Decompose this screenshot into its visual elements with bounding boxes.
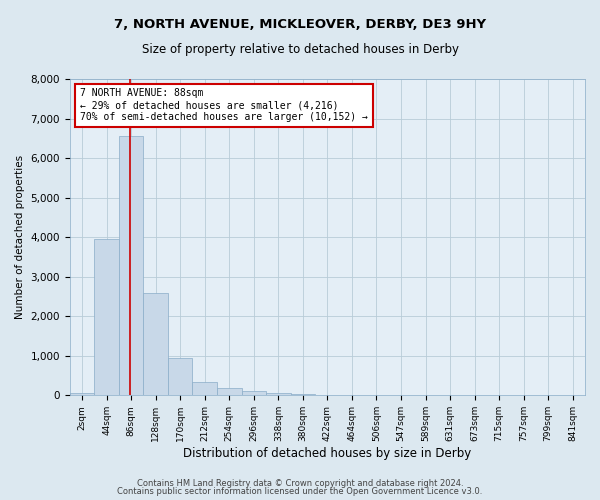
Y-axis label: Number of detached properties: Number of detached properties bbox=[15, 155, 25, 319]
Bar bbox=[119, 136, 143, 396]
Text: 7, NORTH AVENUE, MICKLEOVER, DERBY, DE3 9HY: 7, NORTH AVENUE, MICKLEOVER, DERBY, DE3 … bbox=[114, 18, 486, 30]
Bar bbox=[242, 392, 266, 396]
Bar bbox=[217, 388, 242, 396]
Bar bbox=[315, 395, 340, 396]
Text: Size of property relative to detached houses in Derby: Size of property relative to detached ho… bbox=[142, 42, 458, 56]
Bar bbox=[94, 239, 119, 396]
Bar bbox=[168, 358, 193, 396]
Bar bbox=[266, 393, 290, 396]
X-axis label: Distribution of detached houses by size in Derby: Distribution of detached houses by size … bbox=[183, 447, 472, 460]
Bar bbox=[143, 292, 168, 396]
Text: Contains HM Land Registry data © Crown copyright and database right 2024.: Contains HM Land Registry data © Crown c… bbox=[137, 478, 463, 488]
Bar bbox=[70, 394, 94, 396]
Bar bbox=[290, 394, 315, 396]
Text: 7 NORTH AVENUE: 88sqm
← 29% of detached houses are smaller (4,216)
70% of semi-d: 7 NORTH AVENUE: 88sqm ← 29% of detached … bbox=[80, 88, 368, 122]
Text: Contains public sector information licensed under the Open Government Licence v3: Contains public sector information licen… bbox=[118, 487, 482, 496]
Bar bbox=[193, 382, 217, 396]
